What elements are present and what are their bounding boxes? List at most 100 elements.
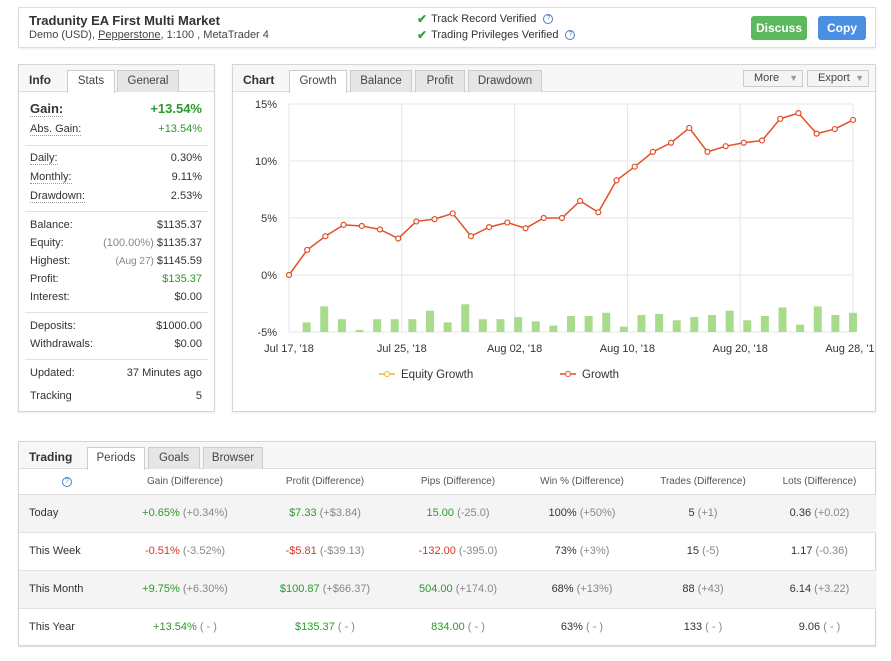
growth-point	[413, 218, 420, 225]
table-cell: 504.00 (+174.0)	[395, 570, 521, 609]
table-cell: $135.37 ( - )	[255, 608, 395, 647]
win-value: 73%	[554, 545, 577, 557]
column-header-pips: Pips (Difference)	[395, 469, 521, 495]
table-cell: +0.65% (+0.34%)	[115, 494, 255, 533]
help-icon[interactable]: ?	[543, 14, 554, 24]
growth-point	[631, 163, 638, 170]
gain-difference: (+6.30%)	[182, 583, 228, 595]
column-header-win: Win % (Difference)	[521, 469, 643, 495]
period-label: This Month	[29, 583, 84, 595]
tracking-value[interactable]: 5	[195, 390, 202, 402]
trades-difference: (+1)	[697, 507, 718, 519]
track-record-label: Track Record Verified	[431, 13, 537, 25]
table-cell: 15 (-5)	[643, 532, 763, 571]
help-icon[interactable]: ?	[62, 477, 72, 488]
win-value: 63%	[560, 621, 583, 633]
profit-difference: (+$3.84)	[319, 507, 361, 519]
abs-gain-label: Abs. Gain:	[30, 123, 82, 136]
volume-bar	[849, 312, 857, 332]
withdrawals-label: Withdrawals:	[30, 338, 93, 350]
growth-point	[595, 209, 602, 216]
table-cell: 6.14 (+3.22)	[763, 570, 876, 609]
volume-bar	[725, 310, 734, 332]
tab-general[interactable]: General	[117, 70, 179, 92]
table-cell: -0.51% (-3.52%)	[115, 532, 255, 571]
more-dropdown[interactable]: More ▼	[743, 70, 803, 87]
table-row: This Month +9.75% (+6.30%) $100.87 (+$66.3…	[19, 570, 876, 609]
growth-chart[interactable]: 15% 10% 5% 0% -5% Jul 17, '18 Jul 25, '18 Aug 0…	[233, 93, 875, 411]
volume-bar	[337, 319, 346, 332]
growth-point	[285, 271, 293, 279]
balance-label: Balance:	[30, 219, 73, 231]
growth-point	[722, 143, 729, 150]
more-label: More	[754, 72, 780, 84]
volume-bar	[302, 322, 311, 332]
y-tick-label: 5%	[261, 213, 277, 225]
daily-row: Daily: 0.30%	[30, 152, 202, 165]
growth-point	[522, 225, 529, 232]
gain-value: +13.54%	[150, 101, 202, 116]
growth-point	[849, 116, 857, 124]
growth-point	[467, 233, 475, 240]
lots-difference: (+0.02)	[814, 507, 850, 519]
gain-value: +9.75%	[142, 583, 180, 595]
growth-point	[340, 221, 347, 228]
interest-label: Interest:	[30, 291, 70, 303]
info-tabbar: Info Stats General	[19, 65, 214, 93]
y-tick-label: -5%	[257, 327, 277, 339]
tracking-row: Tracking 5	[30, 390, 202, 402]
tab-profit[interactable]: Profit	[415, 70, 465, 92]
tab-stats[interactable]: Stats	[67, 70, 115, 93]
trades-difference: (-5)	[702, 545, 720, 557]
tab-goals[interactable]: Goals	[148, 447, 200, 469]
trades-value: 15	[686, 545, 700, 557]
x-tick-label: Jul 25, '18	[377, 343, 427, 355]
lots-difference: (-0.36)	[815, 545, 848, 557]
abs-gain-value: +13.54%	[158, 123, 202, 135]
volume-bar	[637, 314, 646, 332]
withdrawals-row: Withdrawals: $0.00	[30, 338, 202, 350]
interest-row: Interest: $0.00	[30, 291, 202, 303]
trades-difference: ( - )	[705, 621, 723, 633]
broker-link[interactable]: Pepperstone	[98, 29, 161, 41]
volume-bar	[461, 304, 470, 332]
legend-equity-label: Equity Growth	[401, 369, 473, 381]
table-cell: 5 (+1)	[643, 494, 763, 533]
volume-bar	[478, 319, 487, 332]
discuss-button[interactable]: Discuss	[751, 16, 807, 40]
tab-growth[interactable]: Growth	[289, 70, 347, 93]
tab-drawdown[interactable]: Drawdown	[468, 70, 542, 92]
lots-value: 0.36	[789, 507, 812, 519]
periods-table: ? Gain (Difference) Profit (Difference) …	[19, 469, 876, 647]
pips-difference: (-25.0)	[457, 507, 490, 519]
lots-value: 1.17	[791, 545, 813, 557]
pips-value: 834.00	[431, 621, 465, 633]
check-icon: ✔	[417, 28, 428, 42]
copy-button[interactable]: Copy	[818, 16, 866, 40]
volume-bar	[778, 307, 787, 332]
abs-gain-row: Abs. Gain: +13.54%	[30, 123, 202, 136]
tab-browser[interactable]: Browser	[203, 447, 263, 469]
growth-point	[740, 139, 747, 146]
volume-bar	[831, 314, 840, 332]
tab-periods[interactable]: Periods	[87, 447, 145, 470]
table-cell: 15.00 (-25.0)	[395, 494, 521, 533]
lots-difference: ( - )	[823, 621, 841, 633]
daily-label: Daily:	[30, 152, 58, 165]
profit-difference: (-$39.13)	[319, 545, 365, 557]
table-cell: 1.17 (-0.36)	[763, 532, 876, 571]
tab-balance[interactable]: Balance	[350, 70, 412, 92]
growth-point	[486, 224, 493, 231]
tracking-label: Tracking	[30, 390, 72, 402]
table-row: This Year +13.54% ( - ) $135.37 ( - ) 834.0…	[19, 608, 876, 647]
volume-bar	[496, 319, 505, 332]
export-dropdown[interactable]: Export ▼	[807, 70, 869, 87]
deposits-value: $1000.00	[156, 320, 202, 332]
chart-tabbar: Chart Growth Balance Profit Drawdown Mor…	[233, 65, 875, 93]
help-icon[interactable]: ?	[565, 30, 576, 40]
profit-row: Profit: $135.37	[30, 273, 202, 285]
pips-difference: (-395.0)	[458, 545, 498, 557]
legend-growth-marker	[565, 371, 571, 377]
highest-date: (Aug 27)	[115, 256, 154, 267]
profit-value: -$5.81	[285, 545, 317, 557]
